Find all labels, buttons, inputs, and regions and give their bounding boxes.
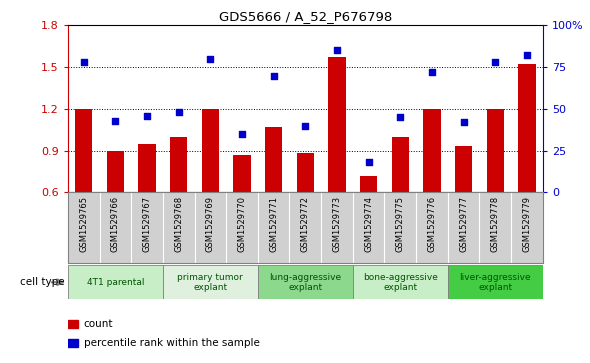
Point bbox=[301, 123, 310, 129]
Text: liver-aggressive
explant: liver-aggressive explant bbox=[460, 273, 531, 292]
Text: percentile rank within the sample: percentile rank within the sample bbox=[84, 338, 260, 348]
Bar bbox=[265, 127, 283, 192]
Bar bbox=[392, 137, 409, 192]
Text: GSM1529778: GSM1529778 bbox=[491, 196, 500, 252]
Bar bbox=[448, 265, 543, 299]
Text: count: count bbox=[84, 319, 113, 329]
Text: GSM1529770: GSM1529770 bbox=[238, 196, 247, 252]
Bar bbox=[487, 109, 504, 192]
Point bbox=[522, 53, 532, 58]
Point bbox=[142, 113, 152, 118]
Bar bbox=[455, 147, 473, 192]
Point bbox=[206, 56, 215, 62]
Text: cell type: cell type bbox=[20, 277, 65, 287]
Text: primary tumor
explant: primary tumor explant bbox=[178, 273, 243, 292]
Bar bbox=[518, 64, 536, 192]
Point bbox=[174, 109, 183, 115]
Bar bbox=[258, 265, 353, 299]
Bar bbox=[75, 109, 93, 192]
Point bbox=[269, 73, 278, 78]
Title: GDS5666 / A_52_P676798: GDS5666 / A_52_P676798 bbox=[219, 10, 392, 23]
Bar bbox=[107, 151, 124, 192]
Text: lung-aggressive
explant: lung-aggressive explant bbox=[269, 273, 342, 292]
Text: GSM1529765: GSM1529765 bbox=[79, 196, 88, 252]
Point bbox=[491, 59, 500, 65]
Point bbox=[459, 119, 468, 125]
Text: GSM1529771: GSM1529771 bbox=[269, 196, 278, 252]
Bar bbox=[68, 339, 78, 347]
Bar bbox=[353, 265, 448, 299]
Point bbox=[79, 59, 88, 65]
Bar bbox=[423, 109, 441, 192]
Point bbox=[396, 114, 405, 120]
Text: GSM1529768: GSM1529768 bbox=[174, 196, 183, 252]
Text: bone-aggressive
explant: bone-aggressive explant bbox=[363, 273, 438, 292]
Text: GSM1529769: GSM1529769 bbox=[206, 196, 215, 252]
Text: GSM1529775: GSM1529775 bbox=[396, 196, 405, 252]
Bar bbox=[328, 57, 346, 192]
Bar bbox=[170, 137, 188, 192]
Text: 4T1 parental: 4T1 parental bbox=[87, 278, 144, 287]
Text: GSM1529777: GSM1529777 bbox=[459, 196, 468, 252]
Bar bbox=[360, 176, 378, 192]
Text: GSM1529773: GSM1529773 bbox=[333, 196, 342, 252]
Point bbox=[332, 48, 342, 53]
Bar bbox=[68, 265, 163, 299]
Bar bbox=[202, 109, 219, 192]
Point bbox=[237, 131, 247, 137]
Bar bbox=[68, 320, 78, 329]
Text: GSM1529767: GSM1529767 bbox=[143, 196, 152, 252]
Text: GSM1529772: GSM1529772 bbox=[301, 196, 310, 252]
Bar bbox=[297, 154, 314, 192]
Bar bbox=[233, 155, 251, 192]
Text: GSM1529779: GSM1529779 bbox=[523, 196, 532, 252]
Text: GSM1529776: GSM1529776 bbox=[428, 196, 437, 252]
Text: GSM1529766: GSM1529766 bbox=[111, 196, 120, 252]
Point bbox=[364, 159, 373, 165]
Bar bbox=[163, 265, 258, 299]
Point bbox=[111, 118, 120, 123]
Point bbox=[427, 69, 437, 75]
Text: GSM1529774: GSM1529774 bbox=[364, 196, 373, 252]
Bar bbox=[138, 144, 156, 192]
